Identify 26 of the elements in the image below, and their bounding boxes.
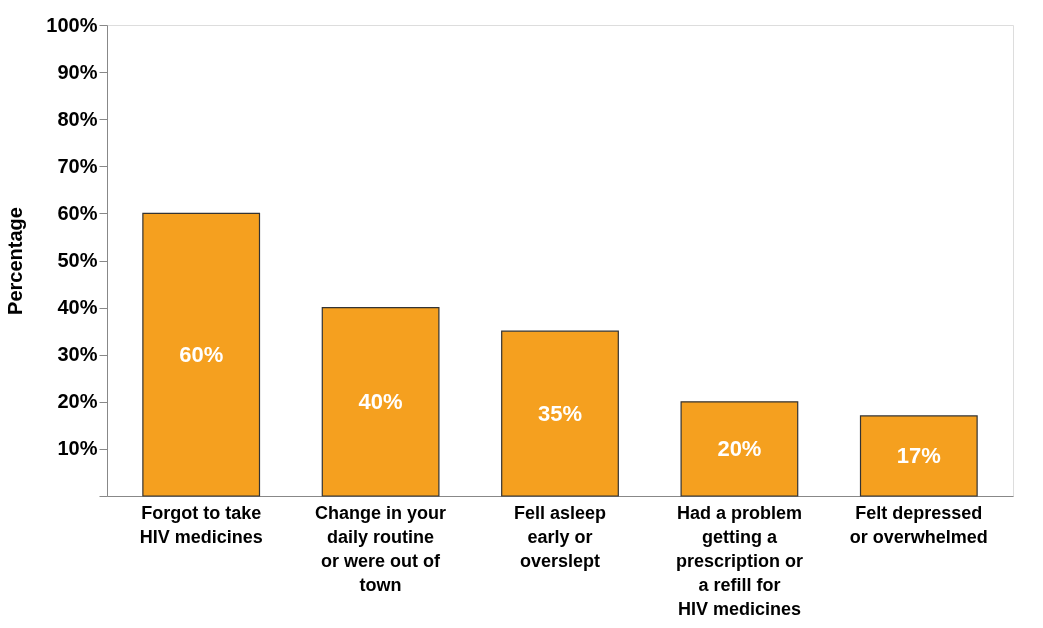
y-tick-label: 70% xyxy=(57,154,98,177)
data-label: 35% xyxy=(537,400,583,426)
data-label: 60% xyxy=(179,341,224,367)
data-label: 40% xyxy=(358,388,403,414)
y-tick-label: 10% xyxy=(57,437,98,460)
x-tick-label: Fell asleep early or overslept xyxy=(513,502,607,571)
data-label: 17% xyxy=(896,442,941,468)
bar xyxy=(680,401,799,497)
bar xyxy=(142,212,261,497)
bar xyxy=(859,415,978,497)
y-tick-label: 100% xyxy=(46,13,98,36)
y-tick-label: 30% xyxy=(57,343,98,366)
y-axis-title: Percentage xyxy=(4,207,27,315)
x-tick-label: Had a problem getting a prescription or a refill for HIV medicines xyxy=(675,502,803,619)
y-tick-label: 90% xyxy=(57,60,98,83)
x-tick-label: Change in your daily routine or were out of town xyxy=(315,502,447,595)
bar xyxy=(321,307,440,497)
data-label: 20% xyxy=(717,435,762,461)
bar xyxy=(501,330,619,497)
y-tick-label: 50% xyxy=(57,249,98,271)
y-tick-label: 20% xyxy=(57,390,98,413)
y-tick-label: 60% xyxy=(57,201,98,224)
y-tick-label: 40% xyxy=(57,296,98,319)
x-tick-label: Forgot to take HIV medicines xyxy=(139,502,263,547)
x-tick-label: Felt depressed or overwhelmed xyxy=(849,502,988,547)
y-tick-label: 80% xyxy=(57,107,98,130)
